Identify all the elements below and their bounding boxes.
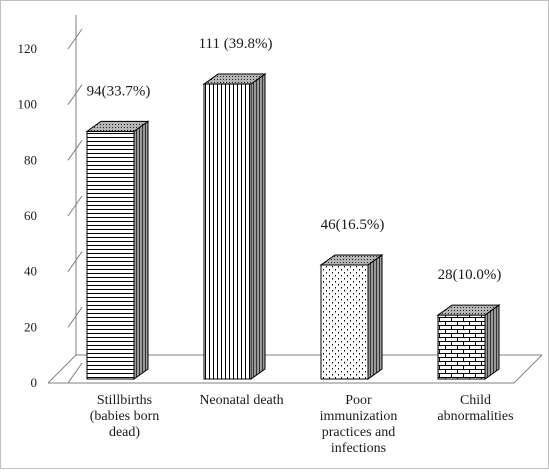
category-label-line: abnormalities <box>437 409 513 424</box>
category-label: Poor immunization practices and infections <box>320 393 398 456</box>
category-label-line: Stillbirths <box>97 393 152 408</box>
floor-right-edge <box>513 354 543 384</box>
bar-side-face <box>250 73 266 380</box>
bar <box>202 73 267 380</box>
bar <box>85 120 150 380</box>
category-label-line: immunization <box>320 409 398 424</box>
y-tick-label: 60 <box>24 208 37 223</box>
y-tick-mark <box>67 195 83 217</box>
bar-front-face <box>320 264 369 380</box>
category-label-line: practices and <box>322 425 395 440</box>
bar-front-face <box>203 83 252 380</box>
data-label: 46(16.5%) <box>321 217 385 233</box>
data-label: 28(10.0%) <box>438 267 502 283</box>
floor-left-edge <box>47 354 77 384</box>
bar-front-face <box>437 314 486 380</box>
y-tick-mark <box>67 28 83 50</box>
bar <box>319 253 384 380</box>
y-tick-label: 20 <box>24 319 37 334</box>
y-tick-label: 0 <box>31 375 38 390</box>
category-label-line: Neonatal death <box>199 393 283 408</box>
y-tick-mark <box>67 84 83 105</box>
category-label-line: (babies born <box>90 409 160 424</box>
category-label-line: dead) <box>109 425 140 440</box>
data-label: 111 (39.8%) <box>199 36 273 52</box>
category-label-line: Child <box>460 393 491 408</box>
category-label: Child abnormalities <box>437 393 513 424</box>
data-label: 94(33.7%) <box>87 83 151 99</box>
y-tick-label: 80 <box>24 152 37 167</box>
bar-top-face <box>85 120 150 132</box>
bar-side-face <box>133 120 149 380</box>
y-tick-mark <box>67 307 83 328</box>
y-tick-mark <box>67 362 83 384</box>
category-label: Neonatal death <box>199 393 283 408</box>
axis-layer: 0 20 40 60 80 100 120 <box>18 15 543 390</box>
bar-top-face <box>436 304 501 316</box>
category-label: Stillbirths (babies born dead) <box>90 393 160 440</box>
y-tick-label: 120 <box>18 41 38 56</box>
labels-layer: 94(33.7%) Stillbirths (babies born dead) 111… <box>87 36 514 456</box>
bar-top-face <box>319 254 384 266</box>
bar-front-face <box>86 130 135 380</box>
y-tick-label: 40 <box>24 264 37 279</box>
y-tick-mark <box>67 251 83 272</box>
bar <box>436 304 501 380</box>
bars-layer <box>85 73 501 380</box>
y-tick-mark <box>67 140 83 161</box>
bar-side-face <box>484 304 500 380</box>
category-label-line: Poor <box>345 393 372 408</box>
category-label-line: infections <box>331 441 386 456</box>
bar-top-face <box>202 73 267 85</box>
y-tick-label: 100 <box>18 97 38 112</box>
bar-side-face <box>367 253 383 380</box>
